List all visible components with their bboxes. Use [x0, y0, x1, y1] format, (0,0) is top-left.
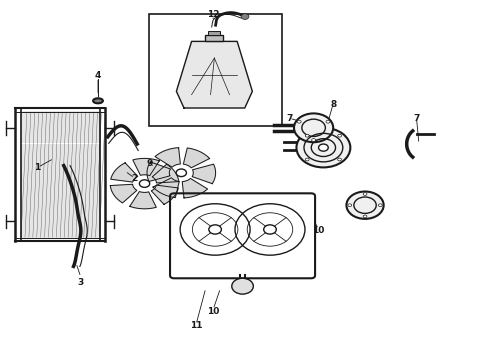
- Polygon shape: [151, 185, 178, 204]
- Circle shape: [139, 180, 150, 187]
- Text: 10: 10: [312, 226, 325, 235]
- Circle shape: [348, 204, 352, 207]
- Ellipse shape: [93, 98, 103, 103]
- Text: 8: 8: [330, 100, 336, 109]
- Circle shape: [312, 139, 316, 141]
- Circle shape: [264, 225, 276, 234]
- Circle shape: [346, 192, 384, 219]
- Text: 10: 10: [207, 307, 220, 316]
- Text: 5: 5: [360, 195, 366, 204]
- Text: 3: 3: [78, 278, 84, 287]
- Bar: [205, 35, 223, 41]
- Text: 7: 7: [286, 114, 293, 123]
- Circle shape: [297, 120, 301, 123]
- Polygon shape: [183, 148, 210, 168]
- Circle shape: [294, 113, 333, 142]
- Text: 6: 6: [308, 125, 314, 134]
- Polygon shape: [153, 178, 179, 198]
- Circle shape: [318, 144, 328, 151]
- Circle shape: [232, 278, 253, 294]
- Text: 12: 12: [207, 10, 220, 19]
- Circle shape: [363, 215, 367, 218]
- Circle shape: [378, 204, 382, 207]
- Circle shape: [326, 120, 330, 123]
- Polygon shape: [192, 164, 216, 184]
- Text: 4: 4: [95, 71, 101, 80]
- Polygon shape: [182, 179, 208, 198]
- Circle shape: [241, 14, 249, 19]
- Bar: [149, 14, 282, 126]
- Circle shape: [305, 158, 309, 161]
- Polygon shape: [111, 163, 138, 182]
- Text: 7: 7: [413, 114, 420, 123]
- Polygon shape: [155, 148, 180, 167]
- Text: 11: 11: [190, 321, 202, 330]
- Polygon shape: [152, 164, 179, 183]
- Polygon shape: [147, 162, 171, 181]
- Polygon shape: [133, 158, 159, 176]
- Text: 2: 2: [132, 174, 138, 183]
- Circle shape: [296, 128, 350, 167]
- Text: 9: 9: [146, 159, 153, 168]
- Circle shape: [363, 193, 367, 195]
- Circle shape: [338, 134, 342, 137]
- Circle shape: [176, 169, 186, 176]
- Polygon shape: [130, 192, 156, 209]
- Circle shape: [209, 225, 221, 234]
- Circle shape: [305, 134, 309, 137]
- Polygon shape: [110, 184, 137, 203]
- Bar: [208, 31, 220, 35]
- Polygon shape: [176, 41, 252, 108]
- Text: 1: 1: [34, 163, 40, 172]
- Circle shape: [338, 158, 342, 161]
